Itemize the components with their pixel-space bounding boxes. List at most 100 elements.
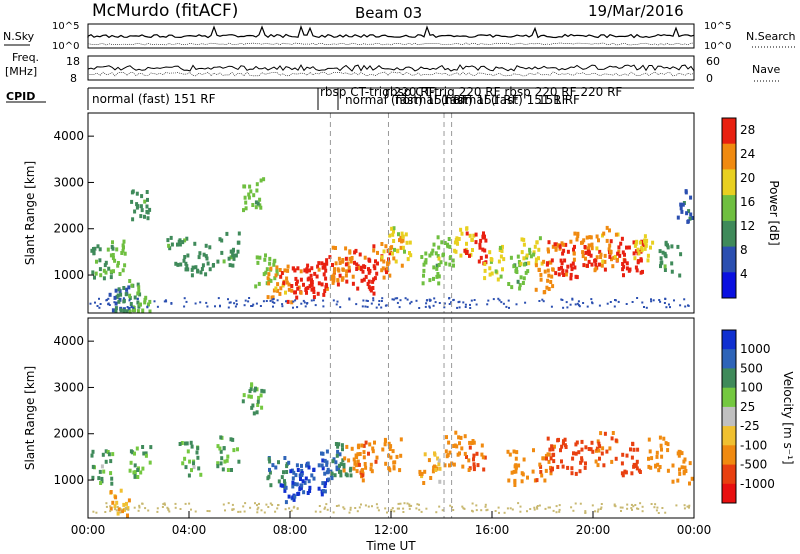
velocity-cell-2 <box>129 449 133 454</box>
velocity-cell-2 <box>144 453 148 458</box>
velocity-ground-scatter <box>536 506 538 509</box>
power-ground-scatter <box>259 305 262 307</box>
velocity-ground-scatter <box>552 509 555 512</box>
velocity-cell-16 <box>448 463 451 468</box>
power-cell-4 <box>116 261 120 265</box>
velocity-cell-19 <box>547 459 551 464</box>
power-ground-scatter <box>355 303 358 306</box>
power-ground-scatter <box>606 302 609 305</box>
power-cell-11 <box>274 286 278 291</box>
power-cell-14 <box>306 263 310 268</box>
power-ground-scatter <box>448 303 451 305</box>
power-ground-scatter <box>136 298 139 301</box>
power-cell-33 <box>598 262 601 267</box>
velocity-colorbar-swatch-8 <box>722 483 736 504</box>
power-cell-36 <box>632 251 636 256</box>
velocity-ground-scatter <box>156 510 159 513</box>
power-cell-5 <box>185 264 189 269</box>
power-cell-8 <box>228 263 232 268</box>
velocity-cell-15 <box>427 458 431 463</box>
velocity-cell-19 <box>532 448 535 453</box>
power-cell-17 <box>345 279 349 284</box>
velocity-ground-scatter <box>174 502 177 505</box>
power-cell-22 <box>424 251 428 256</box>
power-ground-scatter <box>669 306 671 309</box>
power-cell-29 <box>542 290 546 295</box>
velocity-ground-scatter <box>558 508 561 511</box>
power-cell-26 <box>498 248 502 252</box>
velocity-ground-scatter <box>653 506 656 509</box>
power-ground-scatter <box>113 301 116 304</box>
power-cell-26 <box>488 266 492 271</box>
velocity-cell-22 <box>608 446 612 451</box>
velocity-cell-21 <box>574 442 578 447</box>
power-cell-26 <box>483 276 487 281</box>
power-cell-10 <box>254 284 258 289</box>
velocity-cell-0 <box>106 450 110 454</box>
velocity-ground-scatter <box>584 510 587 513</box>
power-cell-22 <box>435 263 439 268</box>
power-ground-scatter <box>566 306 569 309</box>
velocity-cell-9 <box>324 481 327 486</box>
velocity-cell-19 <box>544 468 548 473</box>
power-cell-6 <box>201 263 205 268</box>
x-axis-label: Time UT <box>365 539 416 553</box>
velocity-cell-7 <box>289 469 293 474</box>
power-ground-scatter <box>276 299 279 302</box>
velocity-cell-19 <box>535 478 539 483</box>
velocity-cell-12 <box>355 469 359 474</box>
velocity-cell-21 <box>571 456 575 461</box>
velocity-cell-25 <box>676 451 680 456</box>
power-ground-scatter <box>450 301 452 304</box>
power-cell-11 <box>267 272 271 277</box>
velocity-cell-12 <box>352 466 356 471</box>
velocity-cell-22 <box>594 448 598 453</box>
velocity-cell-0 <box>101 452 105 457</box>
velocity-ground-scatter <box>435 511 438 514</box>
velocity-ground-scatter <box>269 502 272 505</box>
power-cell-0 <box>111 308 115 313</box>
velocity-cell-15 <box>438 479 442 484</box>
velocity-ground-scatter <box>600 503 603 505</box>
velocity-ground-scatter <box>104 511 107 513</box>
power-ground-scatter <box>652 299 655 302</box>
power-ground-scatter <box>428 306 431 309</box>
power-cell-3 <box>111 246 115 251</box>
power-cell-20 <box>401 238 405 243</box>
power-cell-15 <box>325 284 329 289</box>
power-cell-18 <box>373 276 377 281</box>
velocity-ground-scatter <box>124 506 127 509</box>
velocity-ground-scatter <box>239 510 242 513</box>
power-ground-scatter <box>464 306 467 308</box>
velocity-ground-scatter <box>636 507 638 510</box>
power-cell-8 <box>237 231 241 236</box>
velocity-cell-21 <box>580 458 584 463</box>
velocity-cell-24 <box>658 465 662 469</box>
velocity-cell-17 <box>481 455 485 460</box>
power-ground-scatter <box>415 299 418 302</box>
power-cell-3 <box>102 276 106 281</box>
power-cell-32 <box>585 235 589 240</box>
velocity-cell-25 <box>684 469 688 473</box>
power-y-axis-label: Slant Range [km] <box>23 161 37 265</box>
power-colorbar-tick-6: 28 <box>740 123 755 137</box>
velocity-ground-scatter <box>231 503 234 506</box>
power-cell-8 <box>220 238 224 243</box>
velocity-cell-18 <box>513 464 517 469</box>
velocity-cell-5 <box>242 393 246 398</box>
power-cell-32 <box>581 250 585 255</box>
velocity-cell-2 <box>149 445 153 450</box>
velocity-ground-scatter <box>190 508 192 511</box>
power-cell-7 <box>139 214 143 219</box>
power-cell-8 <box>233 253 237 258</box>
velocity-cell-3 <box>192 465 196 470</box>
velocity-cell-22 <box>596 439 600 444</box>
power-cell-15 <box>332 276 336 281</box>
power-cell-0 <box>114 301 118 306</box>
velocity-cell-19 <box>546 452 550 457</box>
power-ground-scatter <box>542 300 545 303</box>
velocity-cell-16 <box>452 444 456 448</box>
power-ground-scatter <box>364 305 367 308</box>
velocity-ground-scatter <box>354 507 357 509</box>
power-cell-7 <box>140 194 144 199</box>
